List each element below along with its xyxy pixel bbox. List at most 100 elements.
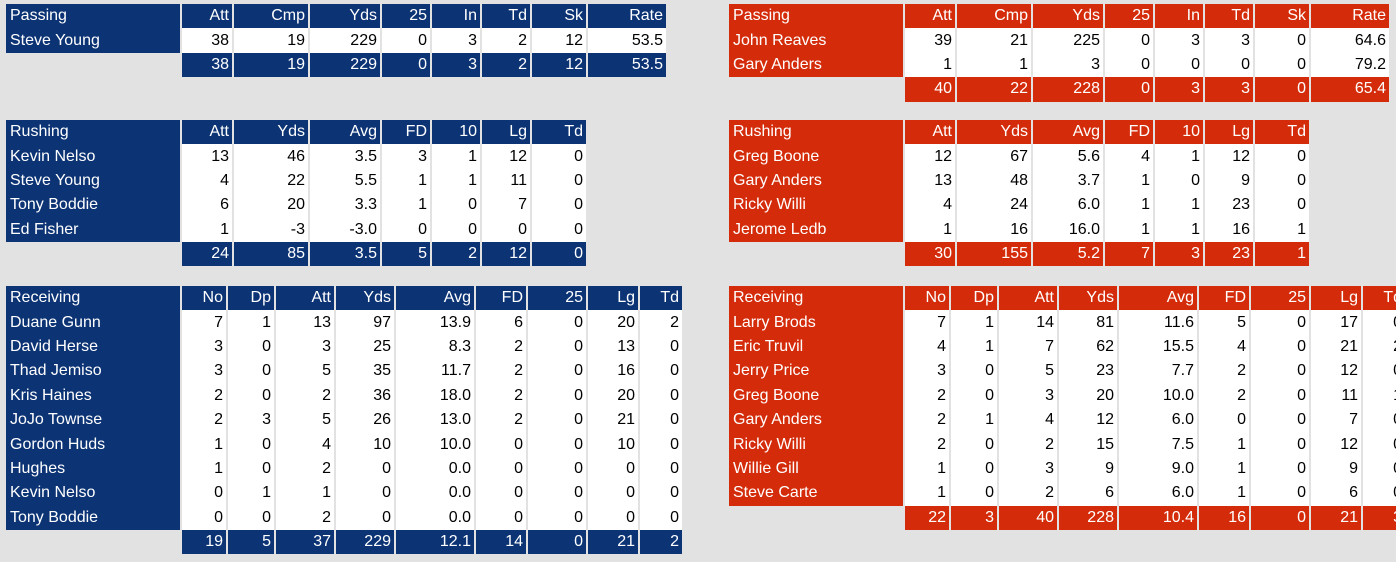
player-name: Jerome Ledb (729, 217, 903, 242)
column-header: Avg (1119, 286, 1197, 311)
stat-value: 0 (640, 456, 682, 482)
totals-spacer (6, 242, 180, 266)
column-header: Avg (1033, 120, 1103, 145)
stat-value: 0 (528, 432, 586, 457)
column-header: Td (482, 4, 530, 29)
column-header: 25 (1251, 286, 1309, 311)
home-receiving-table: Receiving No Dp Att Yds Avg FD 25 Lg Td Duane Gunn… (4, 286, 684, 555)
total-value: 229 (336, 529, 394, 555)
section-title: Receiving (6, 286, 180, 311)
column-header: Yds (1033, 4, 1103, 29)
stat-value: 21 (957, 28, 1031, 53)
stat-value: 1 (905, 456, 949, 482)
stat-value: 0 (528, 310, 586, 335)
column-header: Td (532, 120, 586, 145)
stat-value: 35 (336, 359, 394, 384)
stat-value: 0 (528, 481, 586, 506)
table-row: Steve Young 38 19 229 0 3 2 12 53.5 (6, 28, 666, 53)
stat-value: 4 (276, 432, 334, 457)
total-value: 0 (1255, 77, 1309, 102)
stat-value: 0 (951, 359, 997, 384)
stat-value: 10.0 (396, 432, 474, 457)
total-value: 3 (432, 52, 480, 78)
total-value: 1 (1255, 241, 1309, 267)
stat-value: 0 (228, 432, 274, 457)
stat-value: 0 (532, 193, 586, 218)
stat-value: 0 (640, 481, 682, 506)
stat-value: 0 (528, 505, 586, 530)
table-row: Kris Haines 2 0 2 36 18.0 2 0 20 0 (6, 383, 682, 408)
total-value: 2 (640, 529, 682, 555)
stat-value: 5.6 (1033, 144, 1103, 169)
total-value: 37 (276, 529, 334, 555)
player-name: Greg Boone (729, 383, 903, 408)
column-header: In (432, 4, 480, 29)
total-value: 3 (951, 505, 997, 530)
stat-value: 1 (957, 52, 1031, 78)
stat-value: 225 (1033, 28, 1103, 53)
home-passing-table: Passing Att Cmp Yds 25 In Td Sk Rate Steve Young 3… (4, 4, 668, 78)
stat-value: 1 (382, 168, 430, 194)
player-name: Gordon Huds (6, 432, 180, 457)
table-row: Kevin Nelso 0 1 1 0 0.0 0 0 0 0 (6, 481, 682, 506)
stat-value: 1 (228, 481, 274, 506)
player-name: Thad Jemiso (6, 359, 180, 384)
stat-value: 2 (276, 456, 334, 482)
total-value: 3 (1155, 77, 1203, 102)
stat-value: 1 (951, 407, 997, 433)
totals-spacer (6, 530, 180, 554)
column-header: Att (276, 286, 334, 311)
total-value: 38 (182, 52, 232, 78)
stat-value: 0 (476, 481, 526, 506)
stat-value: 0 (1205, 52, 1253, 78)
stat-value: 13.9 (396, 310, 474, 335)
stat-value: 4 (905, 193, 955, 218)
stat-value: 1 (1199, 432, 1249, 457)
stat-value: 1 (182, 432, 226, 457)
stat-value: 6 (1311, 481, 1361, 506)
stat-value: 5 (276, 407, 334, 433)
column-header: Yds (310, 4, 380, 29)
stat-value: 3 (382, 144, 430, 169)
table-row: Greg Boone 12 67 5.6 4 1 12 0 (729, 144, 1309, 169)
away-passing-table: Passing Att Cmp Yds 25 In Td Sk Rate John Reaves 3… (727, 4, 1391, 102)
totals-row: 38 19 229 0 3 2 12 53.5 (6, 52, 666, 78)
player-name: Steve Young (6, 28, 180, 53)
stat-value: 67 (957, 144, 1031, 169)
stat-value: 3 (182, 359, 226, 384)
stat-value: 0 (1251, 481, 1309, 506)
column-header: Yds (1059, 286, 1117, 311)
stat-value: 81 (1059, 310, 1117, 335)
stat-value: 7 (482, 193, 530, 218)
table-row: Kevin Nelso 13 46 3.5 3 1 12 0 (6, 144, 586, 169)
stat-value: 8.3 (396, 334, 474, 360)
player-name: David Herse (6, 334, 180, 360)
stat-value: 0 (528, 334, 586, 360)
total-value: 229 (310, 52, 380, 78)
total-value: 10.4 (1119, 505, 1197, 530)
header-row: Rushing Att Yds Avg FD 10 Lg Td (729, 120, 1309, 145)
column-header: Lg (1311, 286, 1361, 311)
total-value: 3 (1205, 77, 1253, 102)
table-row: Duane Gunn 7 1 13 97 13.9 6 0 20 2 (6, 310, 682, 335)
stat-value: 1 (1155, 144, 1203, 169)
stat-value: 0 (1251, 310, 1309, 335)
stat-value: 0 (1363, 481, 1396, 506)
stat-value: 1 (1155, 193, 1203, 218)
player-name: Kris Haines (6, 383, 180, 408)
total-value: 12.1 (396, 529, 474, 555)
stat-value: 6 (476, 310, 526, 335)
column-header: Cmp (234, 4, 308, 29)
stat-value: 3 (999, 383, 1057, 408)
stat-value: 0 (640, 359, 682, 384)
column-header: No (182, 286, 226, 311)
stat-value: 10 (588, 432, 638, 457)
column-header: Td (1363, 286, 1396, 311)
total-value: 30 (905, 241, 955, 267)
stat-value: 3.3 (310, 193, 380, 218)
stat-value: 0 (1251, 407, 1309, 433)
stat-value: 20 (1059, 383, 1117, 408)
stat-value: 1 (182, 456, 226, 482)
